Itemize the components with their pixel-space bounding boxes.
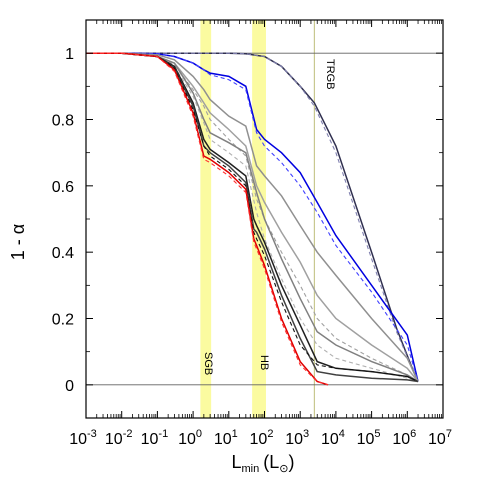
x-tick-base: 10 xyxy=(105,431,123,448)
x-axis-title-subscript: min xyxy=(242,463,260,475)
annotation-sgb: SGB xyxy=(202,352,214,375)
x-tick-base: 10 xyxy=(69,431,87,448)
y-tick-label: 0 xyxy=(65,378,74,395)
annotation-hb: HB xyxy=(258,355,270,370)
x-tick-base: 10 xyxy=(250,431,268,448)
x-tick-exponent: 5 xyxy=(374,428,380,440)
x-tick-base: 10 xyxy=(357,431,375,448)
x-axis-title-unit: (L xyxy=(263,452,279,472)
y-tick-label: 0.2 xyxy=(52,312,74,329)
x-tick-exponent: 6 xyxy=(410,428,416,440)
x-tick-base: 10 xyxy=(321,431,339,448)
band-hb xyxy=(252,20,266,418)
x-tick-base: 10 xyxy=(428,431,446,448)
highlight-bands xyxy=(200,20,266,418)
series-line-14 xyxy=(86,52,329,386)
y-axis-title: 1 - α xyxy=(8,224,28,260)
x-axis-title-unit-symbol: ⊙ xyxy=(279,463,288,475)
x-tick-base: 10 xyxy=(285,431,303,448)
x-tick-label: 107 xyxy=(428,428,452,448)
x-tick-exponent: -3 xyxy=(87,428,97,440)
annotation-trgb: TRGB xyxy=(324,59,336,90)
x-tick-exponent: 0 xyxy=(196,428,202,440)
y-axis-ticks: 0 0.2 0.4 0.6 0.8 1 xyxy=(52,46,443,395)
x-tick-base: 10 xyxy=(178,431,196,448)
x-tick-label: 102 xyxy=(250,428,274,448)
x-tick-exponent: -2 xyxy=(123,428,133,440)
x-tick-label: 103 xyxy=(285,428,309,448)
x-tick-label: 100 xyxy=(178,428,202,448)
x-axis-ticks: 10-3 10-2 10-1 100 101 102 103 104 105 106 107 xyxy=(69,20,452,448)
y-tick-label: 0.4 xyxy=(52,245,74,262)
x-tick-label: 104 xyxy=(321,428,345,448)
series-line-12 xyxy=(86,52,419,382)
x-axis-title-unit-close: ) xyxy=(288,452,294,472)
series-line-5 xyxy=(86,52,419,382)
y-tick-label: 1 xyxy=(65,46,74,63)
x-tick-label: 101 xyxy=(214,428,238,448)
x-tick-base: 10 xyxy=(141,431,159,448)
series-line-8 xyxy=(86,52,419,383)
x-tick-exponent: -1 xyxy=(158,428,168,440)
series-line-2 xyxy=(86,52,419,382)
series-line-7 xyxy=(86,52,419,382)
x-tick-base: 10 xyxy=(214,431,232,448)
x-axis-title: Lmin (L⊙) xyxy=(232,452,295,475)
x-tick-label: 10-2 xyxy=(105,428,133,448)
band-sgb xyxy=(200,20,212,418)
x-tick-exponent: 1 xyxy=(232,428,238,440)
x-tick-exponent: 3 xyxy=(303,428,309,440)
x-tick-label: 106 xyxy=(392,428,416,448)
series-line-4 xyxy=(86,52,419,382)
x-tick-label: 10-3 xyxy=(69,428,97,448)
x-tick-base: 10 xyxy=(392,431,410,448)
x-tick-label: 10-1 xyxy=(141,428,169,448)
x-tick-exponent: 7 xyxy=(446,428,452,440)
y-tick-label: 0.8 xyxy=(52,113,74,130)
x-tick-label: 105 xyxy=(357,428,381,448)
series-line-13 xyxy=(86,52,329,386)
x-tick-exponent: 4 xyxy=(339,428,345,440)
data-series xyxy=(86,52,419,386)
x-axis-title-main: L xyxy=(232,452,242,472)
x-tick-exponent: 2 xyxy=(267,428,273,440)
y-tick-label: 0.6 xyxy=(52,179,74,196)
